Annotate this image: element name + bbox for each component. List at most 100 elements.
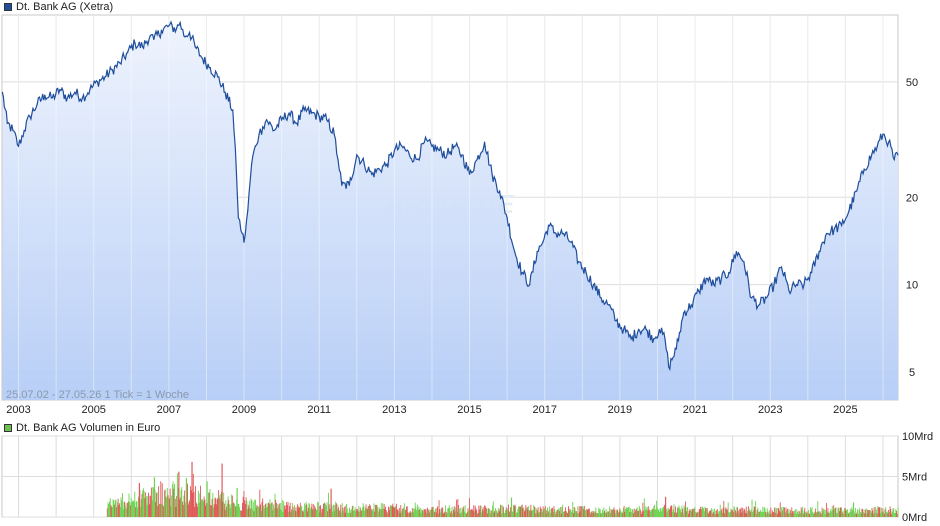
price-data-point	[705, 277, 707, 280]
volume-bar	[289, 506, 290, 517]
volume-bar	[322, 503, 324, 517]
volume-bar	[204, 499, 206, 517]
volume-bar	[525, 505, 527, 517]
volume-bar	[492, 505, 493, 517]
volume-bar	[321, 508, 323, 517]
volume-bar	[205, 503, 207, 517]
volume-bar	[170, 506, 172, 517]
volume-bar	[335, 503, 337, 517]
volume-bar	[516, 512, 518, 517]
volume-bar	[703, 508, 705, 517]
volume-bar	[328, 504, 330, 517]
volume-bar	[609, 506, 611, 517]
volume-bar	[886, 511, 888, 517]
volume-bar	[291, 509, 293, 517]
volume-bar	[766, 508, 768, 517]
volume-bar	[730, 508, 732, 517]
volume-bar	[361, 510, 363, 517]
volume-bar	[341, 512, 342, 517]
volume-bar	[424, 509, 426, 517]
volume-bar	[273, 504, 274, 517]
volume-bar	[373, 503, 375, 517]
volume-bar	[207, 502, 209, 517]
volume-bar	[740, 507, 742, 517]
volume-bar	[724, 513, 725, 517]
volume-bar	[187, 483, 188, 517]
volume-bar	[359, 507, 361, 517]
price-data-point	[59, 89, 61, 91]
volume-y-tick-label: 10Mrd	[902, 431, 933, 443]
volume-bar	[794, 510, 796, 517]
volume-bar	[295, 507, 297, 517]
price-data-point	[461, 154, 463, 156]
volume-bar	[263, 508, 265, 517]
volume-bar	[565, 511, 567, 517]
volume-bar	[706, 508, 707, 517]
price-data-point	[577, 261, 580, 263]
volume-bar	[344, 512, 346, 517]
volume-bar	[175, 506, 177, 517]
volume-bar	[731, 510, 733, 517]
volume-bar	[147, 496, 149, 517]
volume-bar	[579, 511, 581, 517]
volume-peak-bar	[178, 471, 180, 517]
volume-bar	[836, 513, 838, 517]
volume-bar	[750, 509, 752, 517]
volume-bar	[189, 500, 191, 517]
volume-bar	[164, 489, 166, 517]
volume-bar	[644, 510, 646, 517]
volume-bar	[453, 506, 455, 517]
volume-bar	[712, 509, 714, 517]
volume-bar	[803, 510, 805, 517]
volume-bar	[691, 509, 693, 517]
volume-bar	[352, 505, 354, 517]
volume-bar	[466, 513, 467, 517]
price-data-point	[337, 158, 339, 161]
volume-bar	[287, 501, 289, 517]
volume-bar	[878, 507, 879, 517]
volume-bar	[171, 495, 173, 517]
volume-bar	[895, 509, 897, 517]
volume-bar	[427, 509, 429, 517]
volume-bar	[144, 498, 146, 517]
volume-bar	[792, 511, 794, 517]
volume-bar	[360, 509, 362, 517]
volume-bar	[412, 508, 414, 517]
volume-bar	[628, 506, 630, 517]
volume-bar	[551, 508, 553, 517]
volume-bar	[700, 506, 702, 517]
volume-bar	[155, 502, 157, 517]
price-data-point	[202, 58, 204, 60]
volume-bar	[166, 487, 168, 517]
volume-bar	[380, 508, 381, 517]
volume-bar	[695, 513, 697, 517]
volume-bar	[823, 509, 825, 517]
volume-bar	[445, 505, 447, 517]
volume-bar	[793, 513, 795, 517]
price-x-tick-label: 2011	[307, 404, 331, 416]
volume-bar	[262, 498, 264, 517]
volume-bar	[536, 508, 538, 517]
volume-bar	[480, 505, 482, 517]
volume-bar	[894, 512, 896, 517]
volume-bar	[833, 505, 835, 517]
volume-bar	[322, 508, 324, 517]
volume-bar	[337, 504, 339, 517]
volume-bar	[594, 512, 595, 517]
volume-bar	[306, 504, 308, 517]
volume-bar	[318, 512, 320, 517]
volume-bar	[815, 508, 817, 517]
volume-bar	[351, 505, 353, 517]
volume-bar	[540, 508, 542, 517]
volume-bar	[539, 506, 541, 517]
volume-bar	[496, 511, 498, 517]
volume-bar	[643, 498, 645, 517]
volume-bar	[272, 510, 274, 517]
volume-bar	[471, 509, 473, 517]
price-data-point	[668, 366, 670, 368]
volume-bar	[372, 509, 374, 517]
volume-bar	[423, 509, 425, 517]
price-data-point	[273, 129, 275, 132]
volume-bar	[296, 504, 298, 517]
price-data-point	[262, 126, 264, 128]
